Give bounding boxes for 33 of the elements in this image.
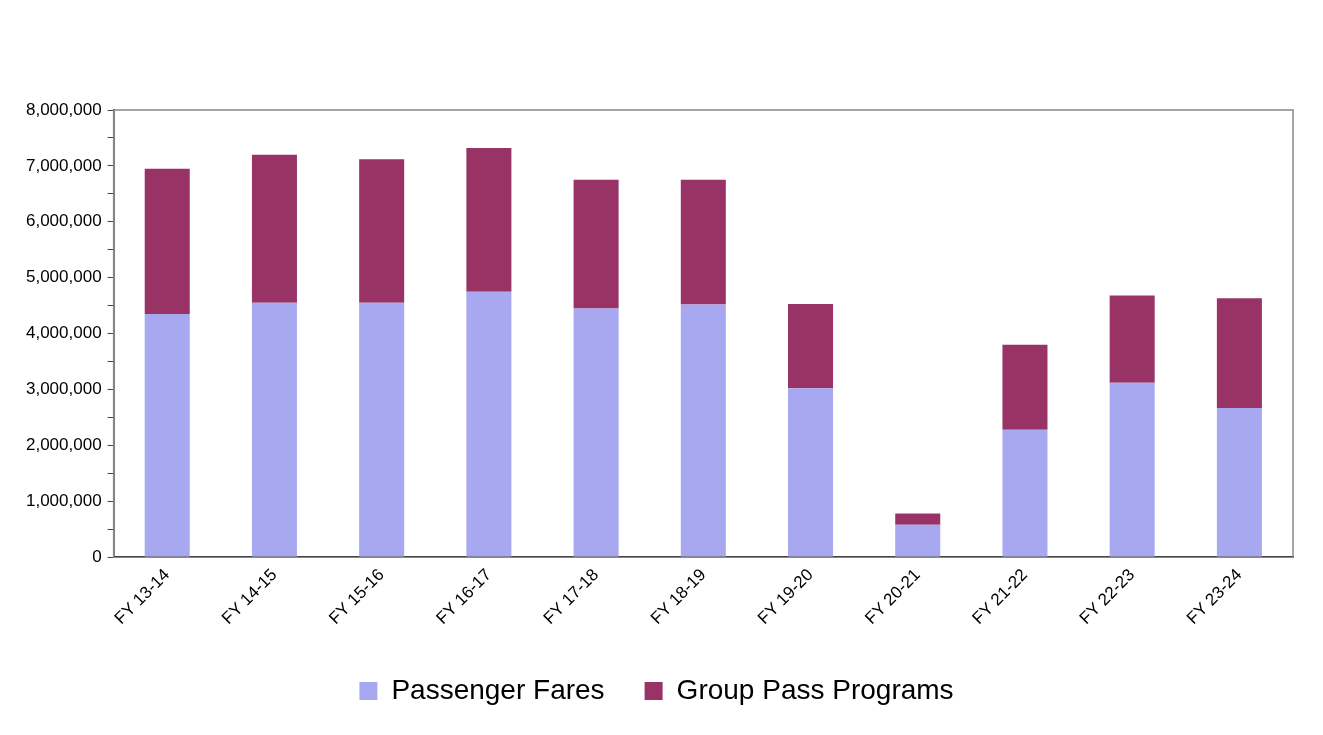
y-tick-label: 2,000,000 [25, 435, 102, 455]
bar [466, 291, 512, 557]
bar [144, 314, 190, 557]
bar [573, 308, 619, 557]
bar [788, 388, 834, 557]
legend-label: Group Pass Programs [676, 673, 954, 705]
y-tick-label: 4,000,000 [25, 323, 102, 343]
bar [1216, 298, 1262, 408]
bar [359, 302, 405, 557]
bar [680, 304, 726, 557]
bar [466, 148, 512, 292]
bar [573, 179, 619, 309]
bar [144, 168, 190, 314]
bar [359, 159, 405, 303]
bar [680, 179, 726, 305]
legend-label: Passenger Fares [391, 673, 605, 705]
bar [1002, 429, 1048, 557]
y-tick-label: 1,000,000 [25, 490, 102, 510]
bar [788, 303, 834, 389]
y-tick-label: 0 [92, 546, 102, 566]
bar [1216, 407, 1262, 557]
bar [895, 513, 941, 525]
y-tick-label: 6,000,000 [25, 211, 102, 231]
y-tick-label: 8,000,000 [25, 99, 102, 119]
bar [895, 524, 941, 557]
bar [251, 154, 297, 303]
y-tick-label: 5,000,000 [25, 267, 102, 287]
y-tick-label: 7,000,000 [25, 155, 102, 175]
y-tick-label: 3,000,000 [25, 379, 102, 399]
bar [1109, 295, 1155, 383]
bar [1109, 382, 1155, 557]
bar [1002, 344, 1048, 430]
bar [251, 302, 297, 557]
